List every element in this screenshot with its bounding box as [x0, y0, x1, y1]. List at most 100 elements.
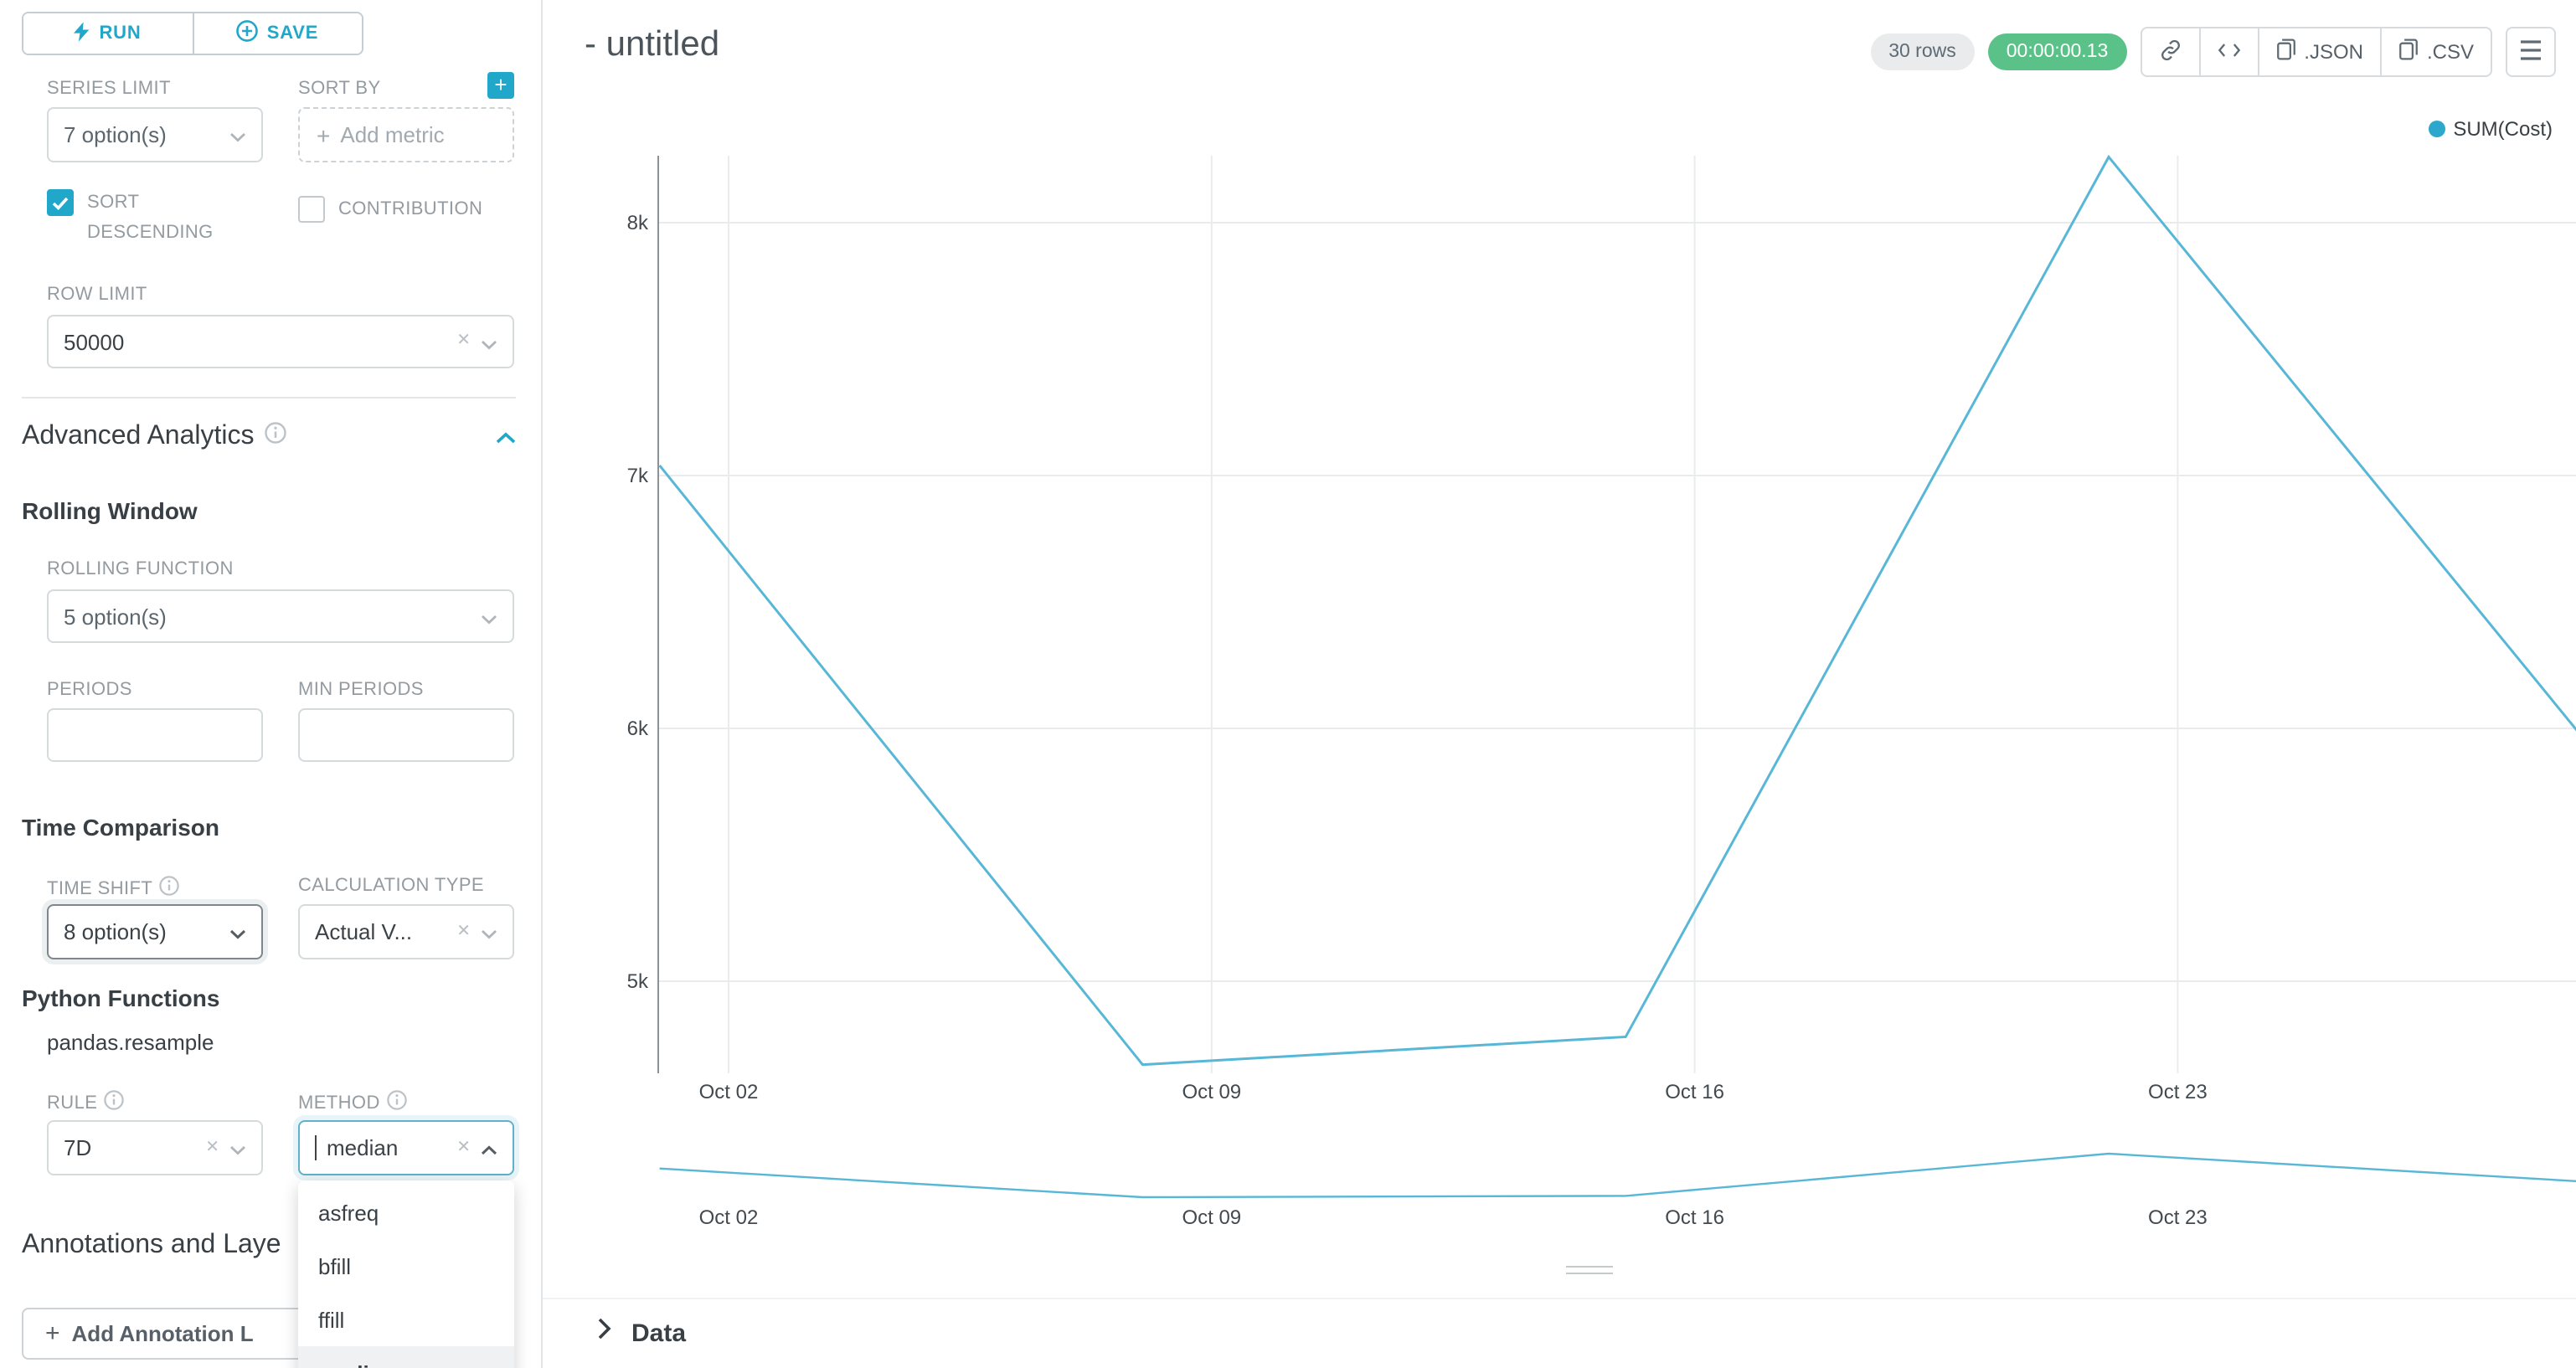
caret-right-icon: [598, 1318, 611, 1348]
export-csv-button[interactable]: .CSV: [2379, 27, 2492, 77]
chart-title: - untitled: [585, 25, 720, 64]
periods-label: PERIODS: [47, 680, 132, 700]
python-functions-title: Python Functions: [22, 985, 220, 1011]
chevron-up-icon[interactable]: [496, 422, 516, 452]
run-button[interactable]: RUN: [23, 13, 192, 54]
advanced-analytics-header[interactable]: Advanced Analytics: [22, 422, 516, 452]
chevron-down-icon: [229, 1135, 246, 1160]
info-icon: [387, 1090, 407, 1115]
run-save-group: RUN SAVE: [22, 12, 363, 55]
sort-by-add-metric[interactable]: + Add metric: [298, 107, 514, 162]
time-comparison-title: Time Comparison: [22, 814, 219, 841]
chart-panel: - untitled 30 rows 00:00:00.13: [543, 0, 2576, 1368]
periods-input[interactable]: [47, 708, 263, 762]
rolling-function-select[interactable]: 5 option(s): [47, 589, 514, 643]
time-shift-label: TIME SHIFT: [47, 876, 179, 901]
contribution-checkbox[interactable]: CONTRIBUTION: [298, 194, 482, 224]
dropdown-option[interactable]: bfill: [318, 1253, 352, 1278]
resize-handle[interactable]: [1566, 1266, 1613, 1274]
link-icon: [2158, 38, 2182, 66]
svg-text:8k: 8k: [627, 212, 649, 234]
svg-text:Oct 09: Oct 09: [1182, 1081, 1241, 1103]
checkbox-unchecked-icon: [298, 196, 325, 223]
divider: [22, 397, 516, 399]
control-panel: RUN SAVE SERIES LIMIT SORT BY + 7 option…: [0, 0, 543, 1368]
plus-icon: +: [317, 121, 331, 148]
svg-text:Oct 16: Oct 16: [1665, 1081, 1724, 1103]
method-combobox[interactable]: median ✕: [298, 1120, 514, 1175]
svg-text:7k: 7k: [627, 465, 649, 487]
sort-descending-checkbox[interactable]: SORT DESCENDING: [47, 188, 251, 249]
rolling-window-title: Rolling Window: [22, 497, 198, 524]
rule-select[interactable]: 7D ✕: [47, 1120, 263, 1175]
clear-icon[interactable]: ✕: [205, 1138, 219, 1156]
svg-text:6k: 6k: [627, 717, 649, 740]
clear-icon[interactable]: ✕: [456, 922, 471, 940]
info-icon: [264, 422, 286, 452]
sort-by-label: SORT BY: [298, 79, 381, 99]
chevron-down-icon: [229, 122, 246, 147]
calculation-type-label: CALCULATION TYPE: [298, 876, 484, 896]
add-annotation-button[interactable]: + Add Annotation L: [22, 1308, 323, 1360]
svg-text:5k: 5k: [627, 970, 649, 993]
file-icon: [2275, 39, 2295, 65]
text-cursor: [315, 1135, 317, 1160]
dropdown-option[interactable]: asfreq: [318, 1200, 379, 1225]
rows-badge: 30 rows: [1870, 33, 1975, 70]
copy-link-button[interactable]: [2140, 27, 2201, 77]
legend-label: SUM(Cost): [2453, 117, 2553, 141]
clear-icon[interactable]: ✕: [456, 1138, 471, 1156]
svg-text:Oct 16: Oct 16: [1665, 1206, 1724, 1229]
chevron-down-icon: [481, 604, 497, 629]
header-actions: 30 rows 00:00:00.13 .JSON: [1870, 27, 2556, 77]
svg-text:Oct 02: Oct 02: [699, 1081, 759, 1103]
save-button[interactable]: SAVE: [192, 13, 362, 54]
hamburger-icon: [2519, 39, 2543, 64]
pandas-resample-label: pandas.resample: [47, 1030, 214, 1055]
menu-button[interactable]: [2506, 27, 2556, 77]
annotations-header[interactable]: Annotations and Laye: [22, 1231, 281, 1259]
row-limit-select[interactable]: 50000 ✕: [47, 315, 514, 368]
time-shift-select[interactable]: 8 option(s): [47, 904, 263, 959]
main-chart[interactable]: 5k 6k 7k 8k Oct 02 Oct 09 Oct 16 Oct 23: [543, 100, 2576, 1139]
timer-badge: 00:00:00.13: [1987, 33, 2127, 70]
export-json-button[interactable]: .JSON: [2257, 27, 2382, 77]
method-label: METHOD: [298, 1090, 407, 1115]
svg-text:Oct 02: Oct 02: [699, 1206, 759, 1229]
rolling-function-label: ROLLING FUNCTION: [47, 559, 234, 579]
data-panel: Data: [543, 1298, 2576, 1368]
code-icon: [2217, 39, 2240, 64]
info-icon: [104, 1090, 125, 1115]
data-panel-toggle[interactable]: Data: [598, 1318, 686, 1348]
chevron-down-icon: [481, 329, 497, 354]
chevron-down-icon: [481, 919, 497, 944]
plus-circle-icon: [236, 20, 259, 47]
chart-legend[interactable]: SUM(Cost): [2428, 117, 2553, 141]
dropdown-option[interactable]: median: [298, 1346, 514, 1368]
series-limit-select[interactable]: 7 option(s): [47, 107, 263, 162]
rule-label: RULE: [47, 1090, 125, 1115]
embed-code-button[interactable]: [2198, 27, 2259, 77]
file-icon: [2398, 39, 2419, 65]
run-label: RUN: [99, 23, 142, 44]
mini-chart[interactable]: Oct 02 Oct 09 Oct 16 Oct 23: [543, 1132, 2576, 1236]
plus-icon: +: [45, 1319, 60, 1348]
save-label: SAVE: [266, 23, 319, 44]
checkbox-checked-icon: [47, 189, 74, 216]
add-metric-plus-button[interactable]: +: [487, 72, 514, 99]
row-limit-label: ROW LIMIT: [47, 285, 147, 305]
info-icon: [159, 876, 179, 901]
method-dropdown: asfreq bfill ffill median: [298, 1180, 514, 1368]
svg-text:Oct 09: Oct 09: [1182, 1206, 1241, 1229]
chevron-down-icon: [229, 919, 246, 944]
svg-text:Oct 23: Oct 23: [2148, 1206, 2208, 1229]
series-limit-label: SERIES LIMIT: [47, 79, 171, 99]
min-periods-input[interactable]: [298, 708, 514, 762]
export-button-group: .JSON .CSV: [2140, 27, 2492, 77]
min-periods-label: MIN PERIODS: [298, 680, 424, 700]
calculation-type-select[interactable]: Actual V... ✕: [298, 904, 514, 959]
chevron-up-icon: [481, 1135, 497, 1160]
clear-icon[interactable]: ✕: [456, 332, 471, 350]
dropdown-option[interactable]: ffill: [318, 1307, 345, 1332]
